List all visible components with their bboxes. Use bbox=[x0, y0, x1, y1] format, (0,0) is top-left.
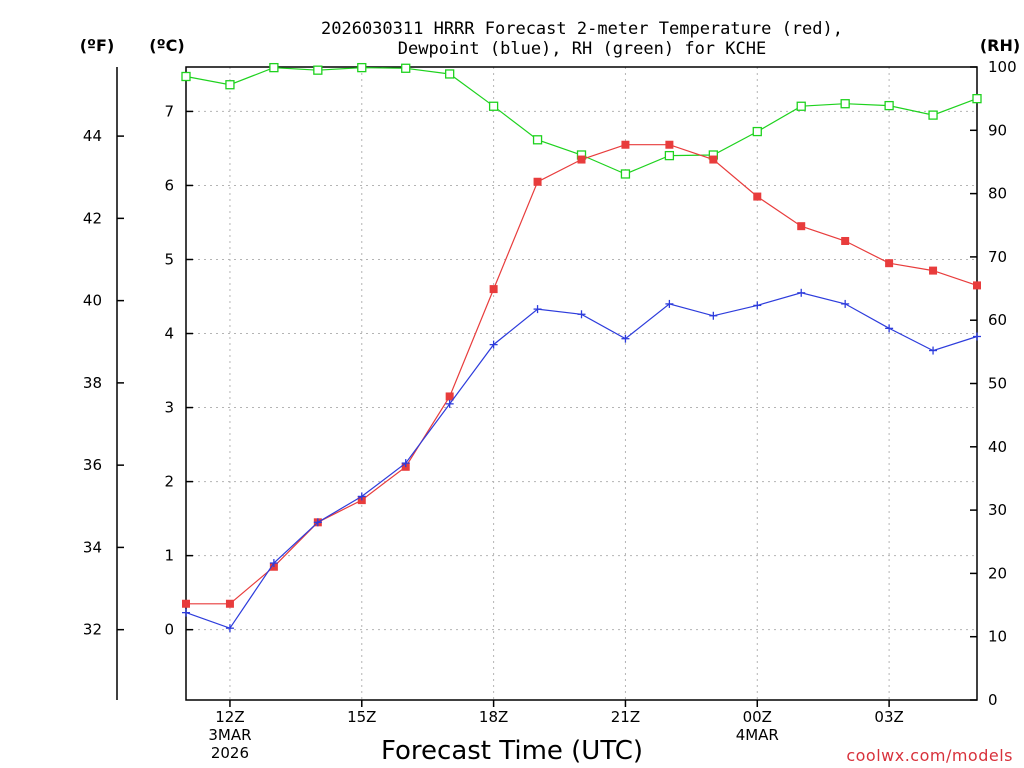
dewpoint-point bbox=[489, 340, 498, 349]
dewpoint-point bbox=[533, 305, 542, 314]
rh-tick-label: 80 bbox=[988, 185, 1007, 203]
temperature-point bbox=[665, 140, 674, 149]
series-layer bbox=[181, 62, 982, 633]
rh-point bbox=[445, 69, 455, 79]
celsius-tick-label: 7 bbox=[164, 102, 174, 120]
dewpoint-point bbox=[841, 299, 850, 308]
x-tick-label: 21Z bbox=[611, 708, 640, 726]
dewpoint-point bbox=[577, 310, 586, 319]
dewpoint-point bbox=[753, 301, 762, 310]
temperature-point bbox=[753, 192, 762, 201]
rh-tick-label: 0 bbox=[988, 691, 998, 709]
dewpoint-series-line bbox=[185, 292, 978, 629]
rh-tick-label: 100 bbox=[988, 58, 1017, 76]
fahrenheit-tick-label: 36 bbox=[83, 456, 102, 474]
celsius-tick-label: 6 bbox=[164, 176, 174, 194]
rh-point bbox=[972, 94, 982, 104]
rh-tick-label: 60 bbox=[988, 311, 1007, 329]
x-tick-label: 4MAR bbox=[736, 726, 779, 744]
rh-tick-label: 20 bbox=[988, 564, 1007, 582]
credit-watermark: coolwx.com/models bbox=[846, 746, 1013, 765]
dewpoint-point bbox=[621, 334, 630, 343]
x-axis-title: Forecast Time (UTC) bbox=[381, 736, 643, 766]
fahrenheit-tick-label: 34 bbox=[83, 538, 102, 556]
rh-point bbox=[357, 62, 367, 73]
rh-tick-label: 10 bbox=[988, 628, 1007, 646]
rh-point bbox=[928, 110, 938, 120]
fahrenheit-tick-label: 44 bbox=[83, 127, 102, 145]
rh-tick-label: 30 bbox=[988, 501, 1007, 519]
x-tick-label: 3MAR bbox=[208, 726, 251, 744]
x-tick-label: 00Z bbox=[743, 708, 772, 726]
temperature-point bbox=[709, 155, 718, 164]
temperature-point bbox=[577, 155, 586, 164]
rh-tick-label: 70 bbox=[988, 248, 1007, 266]
rh-tick-label: 40 bbox=[988, 438, 1007, 456]
dewpoint-point bbox=[973, 332, 981, 341]
fahrenheit-tick-label: 32 bbox=[83, 621, 102, 639]
temperature-point bbox=[445, 392, 454, 401]
rh-tick-label: 50 bbox=[988, 375, 1007, 393]
dewpoint-point bbox=[313, 518, 322, 527]
chart-title-line2: Dewpoint (blue), RH (green) for KCHE bbox=[398, 39, 766, 59]
fahrenheit-tick-label: 42 bbox=[83, 209, 102, 227]
x-tick-label: 03Z bbox=[874, 708, 903, 726]
dewpoint-point bbox=[797, 288, 806, 297]
rh-point bbox=[401, 63, 411, 73]
fahrenheit-tick-label: 40 bbox=[83, 292, 102, 310]
rh-point bbox=[664, 150, 675, 161]
dewpoint-point bbox=[665, 299, 674, 308]
celsius-tick-label: 1 bbox=[164, 547, 174, 565]
temperature-point bbox=[489, 285, 498, 294]
rh-point bbox=[225, 80, 235, 90]
temperature-point bbox=[797, 222, 806, 231]
rh-point bbox=[532, 135, 543, 145]
fahrenheit-tick-label: 38 bbox=[83, 374, 102, 392]
temperature-point bbox=[182, 599, 190, 608]
dewpoint-point bbox=[225, 624, 234, 633]
rh-unit-label: (RH) bbox=[980, 36, 1020, 55]
dewpoint-point bbox=[445, 399, 454, 408]
celsius-tick-label: 4 bbox=[164, 325, 174, 343]
celsius-unit-label: (ºC) bbox=[149, 36, 184, 55]
x-tick-label: 18Z bbox=[479, 708, 508, 726]
dewpoint-point bbox=[401, 459, 410, 468]
temperature-point bbox=[225, 599, 234, 608]
rh-point bbox=[796, 101, 806, 111]
rh-point bbox=[313, 65, 323, 75]
temperature-point bbox=[929, 266, 938, 275]
dewpoint-point bbox=[357, 492, 366, 501]
x-tick-label: 12Z bbox=[215, 708, 244, 726]
celsius-tick-label: 3 bbox=[164, 399, 174, 417]
x-tick-label: 2026 bbox=[211, 744, 249, 762]
dewpoint-point bbox=[269, 559, 278, 568]
dewpoint-point bbox=[709, 311, 718, 320]
rh-point bbox=[752, 126, 762, 137]
temperature-point bbox=[885, 259, 894, 268]
chart-title-line1: 2026030311 HRRR Forecast 2-meter Tempera… bbox=[321, 19, 843, 39]
celsius-tick-label: 2 bbox=[164, 473, 174, 491]
x-tick-label: 15Z bbox=[347, 708, 376, 726]
dewpoint-point bbox=[885, 324, 894, 333]
rh-point bbox=[269, 62, 279, 73]
dewpoint-point bbox=[182, 608, 190, 617]
temperature-point bbox=[621, 140, 630, 149]
temperature-point bbox=[841, 236, 850, 245]
rh-point bbox=[488, 101, 499, 111]
rh-point bbox=[181, 71, 191, 82]
temperature-point bbox=[533, 177, 542, 186]
rh-point bbox=[884, 100, 894, 111]
fahrenheit-unit-label: (ºF) bbox=[80, 36, 115, 55]
celsius-tick-label: 0 bbox=[164, 621, 174, 639]
rh-point bbox=[840, 99, 850, 109]
rh-point bbox=[620, 169, 631, 179]
celsius-tick-label: 5 bbox=[164, 250, 174, 268]
temperature-point bbox=[973, 281, 981, 290]
dewpoint-point bbox=[929, 346, 938, 355]
rh-tick-label: 90 bbox=[988, 121, 1007, 139]
